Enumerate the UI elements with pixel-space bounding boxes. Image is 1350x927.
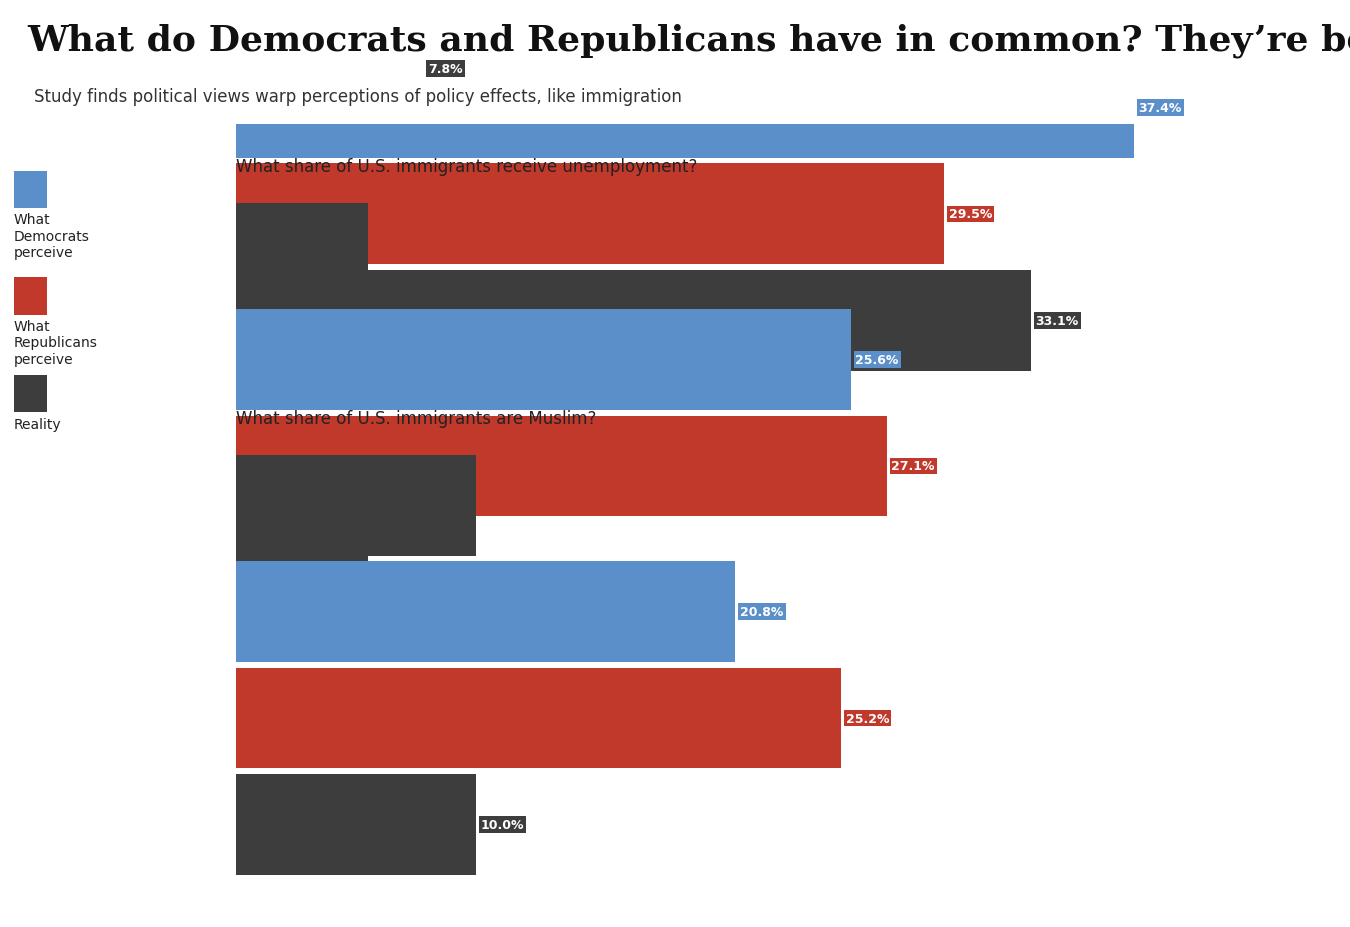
Text: What
Republicans
perceive: What Republicans perceive (14, 320, 97, 366)
Text: 27.1%: 27.1% (891, 460, 936, 473)
Bar (236, 416, 887, 516)
Bar (236, 0, 1030, 53)
Bar (236, 774, 477, 875)
Text: Reality: Reality (14, 417, 61, 431)
Text: 37.4%: 37.4% (1138, 102, 1183, 115)
Text: 10.0%: 10.0% (481, 818, 525, 831)
Text: What share of U.S. immigrants receive unemployment?: What share of U.S. immigrants receive un… (236, 158, 698, 175)
Text: 5.5%: 5.5% (373, 566, 408, 579)
Bar (236, 667, 841, 768)
Text: 33.1%: 33.1% (1035, 314, 1079, 327)
Bar (236, 58, 1134, 159)
Text: 29.5%: 29.5% (949, 209, 992, 222)
Bar (236, 562, 736, 662)
Bar (236, 271, 1030, 372)
Bar (236, 310, 850, 411)
Text: What do Democrats and Republicans have in common? They’re both wrong: What do Democrats and Republicans have i… (27, 23, 1350, 57)
Bar (236, 19, 424, 120)
Bar (236, 523, 369, 623)
Text: 25.2%: 25.2% (846, 712, 890, 725)
Bar (236, 203, 369, 304)
Text: What
Democrats
perceive: What Democrats perceive (14, 213, 89, 260)
Bar (236, 0, 524, 13)
Text: What share of U.S. immigrants are Muslim?: What share of U.S. immigrants are Muslim… (236, 410, 597, 427)
Text: 25.6%: 25.6% (856, 353, 899, 367)
Text: Study finds political views warp perceptions of policy effects, like immigration: Study finds political views warp percept… (34, 88, 682, 106)
Text: 20.8%: 20.8% (740, 605, 783, 618)
Bar (236, 455, 477, 556)
Text: 7.8%: 7.8% (428, 63, 463, 76)
Bar (236, 164, 944, 265)
